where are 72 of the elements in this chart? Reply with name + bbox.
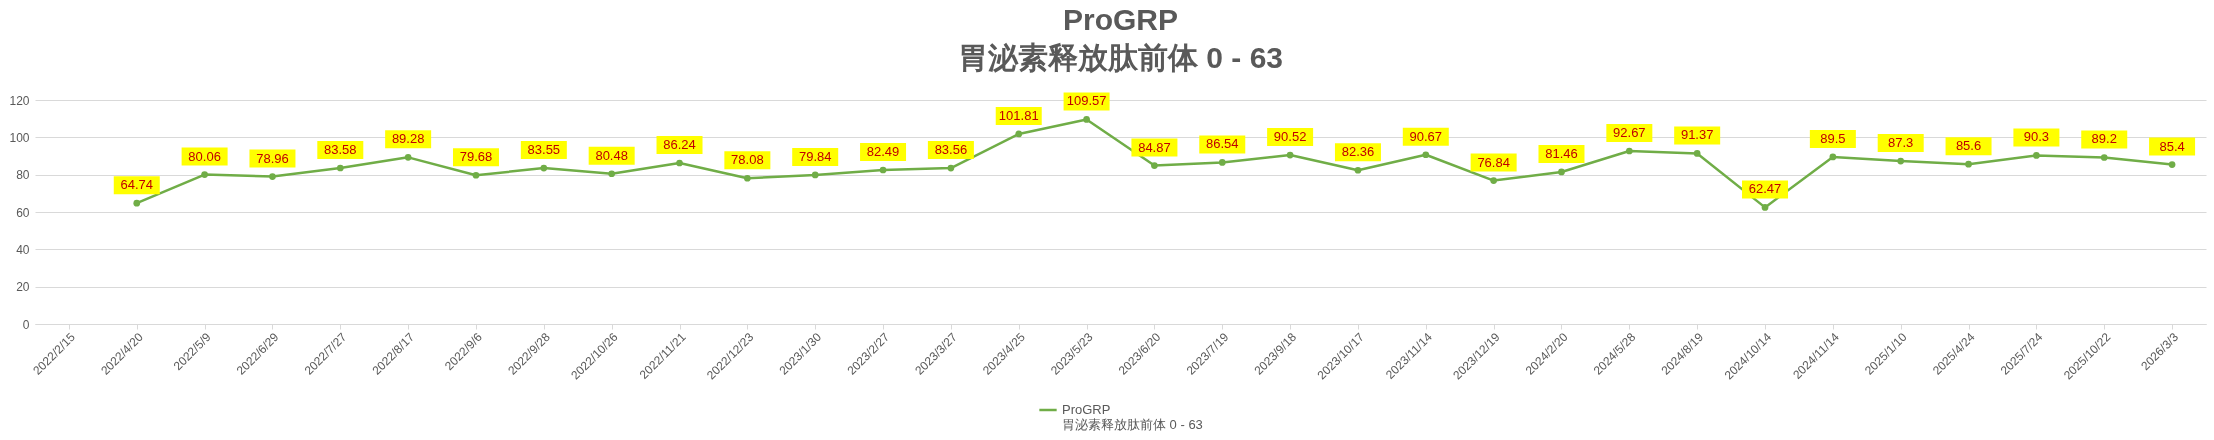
point xyxy=(744,174,751,182)
data-label: 92.67 xyxy=(1613,125,1646,141)
data-label: 78.08 xyxy=(731,152,764,168)
point xyxy=(676,159,683,167)
data-label: 83.56 xyxy=(934,142,968,158)
y-tick-label: 100 xyxy=(9,130,30,145)
y-tick-label: 120 xyxy=(9,93,30,108)
data-label: 79.68 xyxy=(459,149,493,165)
point xyxy=(336,164,344,172)
point xyxy=(1015,130,1023,138)
point xyxy=(1829,153,1837,161)
data-label: 78.96 xyxy=(256,150,289,166)
data-label: 64.74 xyxy=(120,177,154,193)
point xyxy=(2033,152,2040,159)
data-label: 76.84 xyxy=(1477,154,1510,170)
point xyxy=(811,171,819,179)
data-label: 80.06 xyxy=(188,148,221,164)
data-label: 90.67 xyxy=(1409,128,1443,144)
point xyxy=(133,199,141,207)
point xyxy=(1761,204,1769,211)
point xyxy=(947,164,955,172)
point xyxy=(472,171,480,179)
data-label: 86.54 xyxy=(1205,136,1239,152)
point xyxy=(404,154,412,161)
data-label: 84.87 xyxy=(1138,139,1171,155)
point xyxy=(540,164,548,172)
point xyxy=(1422,151,1430,159)
data-label: 85.4 xyxy=(2159,138,2185,154)
y-tick-label: 60 xyxy=(16,205,30,220)
point xyxy=(2100,154,2108,161)
data-label: 82.36 xyxy=(1341,144,1375,160)
point xyxy=(1965,160,1972,168)
legend-label: ProGRP 胃泌素释放肽前体 0 - 63 xyxy=(1062,402,1203,432)
point xyxy=(1218,159,1226,166)
data-label: 62.47 xyxy=(1748,181,1782,197)
data-label: 80.48 xyxy=(595,147,628,163)
data-label: 82.49 xyxy=(866,144,900,160)
data-label: 90.3 xyxy=(2023,129,2050,145)
point xyxy=(1286,151,1294,159)
point xyxy=(201,171,208,178)
y-tick-label: 80 xyxy=(16,168,30,183)
data-label: 83.55 xyxy=(527,142,561,158)
data-label: 89.28 xyxy=(391,131,425,147)
data-label: 81.46 xyxy=(1545,145,1578,161)
point xyxy=(1558,168,1565,176)
data-label: 101.81 xyxy=(998,107,1039,123)
data-label: 79.84 xyxy=(798,148,832,164)
point xyxy=(1625,147,1633,155)
data-label: 83.58 xyxy=(324,141,357,157)
point xyxy=(879,166,887,174)
data-label: 87.3 xyxy=(1888,135,1914,151)
point xyxy=(1151,162,1158,169)
point xyxy=(1083,116,1090,123)
point xyxy=(1693,150,1701,157)
y-tick-label: 20 xyxy=(16,280,30,295)
y-tick-label: 0 xyxy=(22,317,30,332)
data-label: 86.24 xyxy=(663,137,696,153)
data-label: 85.6 xyxy=(1955,138,1982,154)
data-label: 90.52 xyxy=(1273,129,1307,145)
point xyxy=(1354,166,1362,174)
data-label: 91.37 xyxy=(1680,127,1714,143)
point xyxy=(1490,177,1497,184)
chart-subtitle: 胃泌素释放肽前体 0 - 63 xyxy=(957,41,1284,75)
point xyxy=(608,170,616,178)
point xyxy=(2168,161,2176,168)
point xyxy=(269,173,276,180)
y-tick-label: 40 xyxy=(16,242,30,257)
data-label: 89.5 xyxy=(1820,130,1846,146)
point xyxy=(1897,157,1905,165)
chart-title: ProGRP xyxy=(1062,3,1179,37)
data-label: 89.2 xyxy=(2091,131,2117,147)
data-label: 109.57 xyxy=(1066,93,1107,109)
